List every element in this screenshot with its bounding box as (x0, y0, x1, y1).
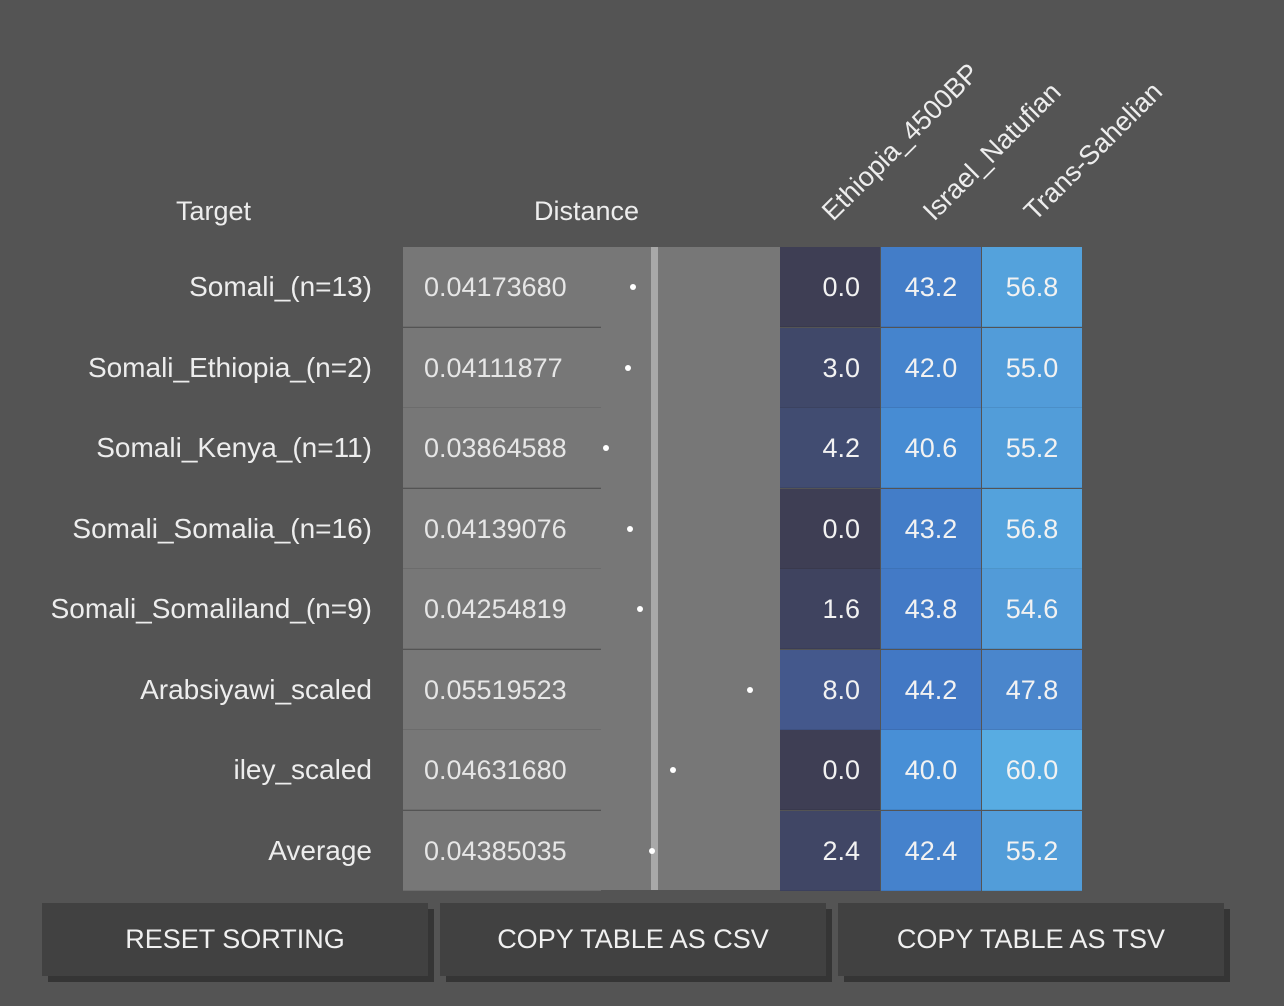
value-cell: 0.0 (780, 488, 880, 569)
header-distance[interactable]: Distance (534, 196, 640, 226)
distance-dot (624, 364, 631, 371)
copy-csv-button[interactable]: COPY TABLE AS CSV (440, 903, 826, 976)
distance-value: 0.04111877 (424, 352, 563, 383)
distance-cell: 0.04631680 (403, 730, 601, 810)
target-label: iley_scaled (233, 754, 372, 785)
distance-dot (669, 767, 676, 773)
target-label: Somali_Somalia_(n=16) (72, 512, 372, 544)
value-cell: 55.2 (982, 408, 1082, 488)
distance-cell: 0.05519523 (403, 649, 601, 730)
value-cell: 60.0 (982, 730, 1082, 810)
value-cell: 56.8 (982, 247, 1082, 327)
value-cell: 4.2 (780, 408, 880, 488)
table-row: Arabsiyawi_scaled 0.05519523 8.0 44.2 47.8 (0, 649, 1284, 731)
value-cell: 44.2 (881, 649, 981, 730)
value-cell: 43.8 (881, 569, 981, 649)
table-row: Somali_Kenya_(n=11) 0.03864588 4.2 40.6 55.2 (0, 408, 1284, 489)
value-cell: 55.2 (982, 810, 1082, 891)
distance-value: 0.04173680 (424, 272, 567, 302)
distance-value: 0.04385035 (424, 835, 567, 866)
table-row: Somali_Ethiopia_(n=2) 0.04111877 3.0 42.0 55… (0, 327, 1284, 409)
distance-value: 0.04631680 (424, 755, 567, 785)
target-label: Somali_(n=13) (189, 271, 372, 302)
distance-dot (637, 606, 644, 612)
value-cell: 1.6 (780, 569, 880, 649)
target-label: Somali_Ethiopia_(n=2) (87, 351, 372, 383)
value-cell: 55.0 (982, 327, 1082, 408)
table-row: Average 0.04385035 2.4 42.4 55.2 (0, 810, 1284, 892)
distance-cell: 0.04139076 (403, 488, 601, 569)
target-label: Average (268, 834, 372, 866)
value-cell: 2.4 (780, 810, 880, 891)
distance-dot (746, 686, 753, 693)
value-cell: 42.0 (881, 327, 981, 408)
distance-value: 0.04139076 (424, 513, 567, 544)
copy-tsv-button[interactable]: COPY TABLE AS TSV (838, 903, 1224, 976)
reset-sorting-button[interactable]: RESET SORTING (42, 903, 428, 976)
table-row: Somali_(n=13) 0.04173680 0.0 43.2 56.8 (0, 247, 1284, 328)
value-cell: 8.0 (780, 649, 880, 730)
distance-dot (630, 284, 637, 290)
value-cell: 3.0 (780, 327, 880, 408)
target-label: Arabsiyawi_scaled (140, 673, 372, 705)
distance-cell: 0.04173680 (403, 247, 601, 327)
table-row: Somali_Somaliland_(n=9) 0.04254819 1.6 43.8… (0, 569, 1284, 650)
distance-cell: 0.04254819 (403, 569, 601, 649)
distance-dot (603, 445, 610, 451)
value-cell: 47.8 (982, 649, 1082, 730)
value-cell: 43.2 (881, 247, 981, 327)
value-cell: 43.2 (881, 488, 981, 569)
table-row: iley_scaled 0.04631680 0.0 40.0 60.0 (0, 730, 1284, 811)
distance-dot (627, 525, 634, 532)
distance-cell: 0.04111877 (403, 327, 601, 408)
distance-cell: 0.04385035 (403, 810, 601, 891)
distance-reference-line (651, 247, 658, 890)
value-cell: 0.0 (780, 730, 880, 810)
header-target[interactable]: Target (176, 196, 252, 226)
value-cell: 56.8 (982, 488, 1082, 569)
table-row: Somali_Somalia_(n=16) 0.04139076 0.0 43.2 56… (0, 488, 1284, 570)
target-label: Somali_Somaliland_(n=9) (50, 593, 372, 624)
value-cell: 54.6 (982, 569, 1082, 649)
value-cell: 40.6 (881, 408, 981, 488)
value-cell: 0.0 (780, 247, 880, 327)
target-label: Somali_Kenya_(n=11) (96, 432, 372, 463)
distance-value: 0.04254819 (424, 594, 567, 624)
distance-bar-area (601, 247, 780, 890)
distance-value: 0.05519523 (424, 674, 567, 705)
distance-value: 0.03864588 (424, 433, 567, 463)
value-cell: 42.4 (881, 810, 981, 891)
distance-dot (648, 847, 655, 854)
distance-cell: 0.03864588 (403, 408, 601, 488)
value-cell: 40.0 (881, 730, 981, 810)
